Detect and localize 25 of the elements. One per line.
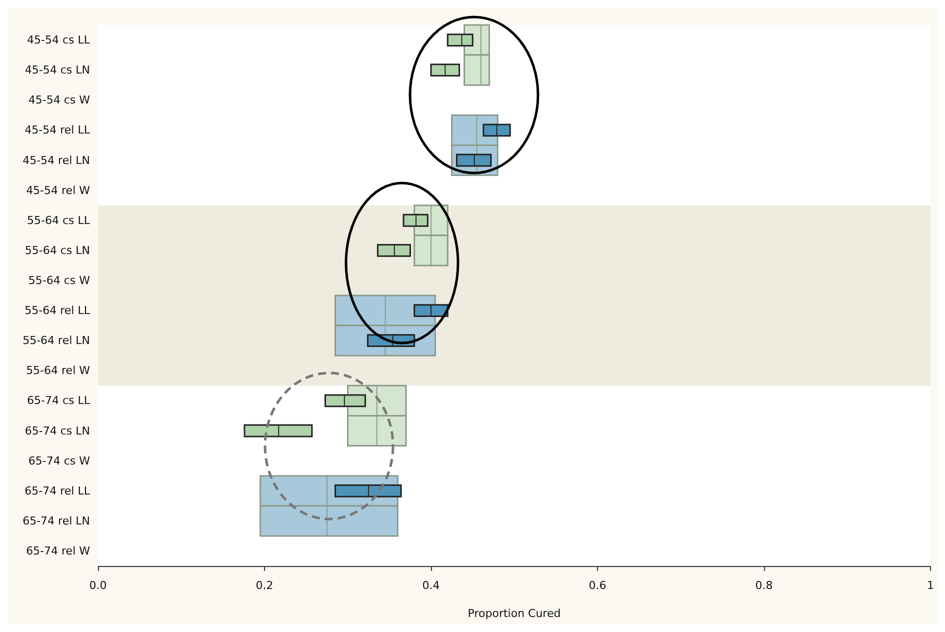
y-tick-label: 65-74 cs LN xyxy=(24,424,90,438)
y-tick-label: 55-64 rel LN xyxy=(22,334,90,348)
x-axis-title: Proportion Cured xyxy=(468,607,561,620)
x-tick-label: 0.6 xyxy=(588,579,606,592)
y-tick-label: 55-64 cs W xyxy=(28,274,90,287)
y-tick-label: 55-64 cs LL xyxy=(27,214,91,227)
y-tick-label: 55-64 rel W xyxy=(26,364,90,378)
y-tick-label: 55-64 cs LN xyxy=(24,244,90,257)
y-tick-label: 45-54 rel LL xyxy=(24,124,91,137)
x-tick-label: 0.0 xyxy=(89,579,107,592)
y-tick-label: 65-74 cs W xyxy=(28,454,90,468)
y-tick-label: 65-74 rel LL xyxy=(24,484,91,498)
y-tick-label: 55-64 rel LL xyxy=(24,304,91,318)
y-tick-label: 45-54 cs LN xyxy=(24,64,90,77)
y-tick-label: 45-54 cs LL xyxy=(27,34,91,47)
x-tick-label: 1 xyxy=(927,579,934,592)
y-tick-label: 45-54 cs W xyxy=(28,94,90,107)
y-tick-label: 65-74 rel W xyxy=(26,544,90,558)
y-tick-label: 45-54 rel W xyxy=(26,184,90,197)
x-tick-label: 0.2 xyxy=(256,579,274,592)
y-tick-label: 65-74 cs LL xyxy=(27,394,91,408)
x-tick-label: 0.4 xyxy=(422,579,440,592)
x-tick-label: 0.8 xyxy=(755,579,773,592)
y-tick-label: 45-54 rel LN xyxy=(22,154,90,167)
y-tick-label: 65-74 rel LN xyxy=(22,514,90,528)
